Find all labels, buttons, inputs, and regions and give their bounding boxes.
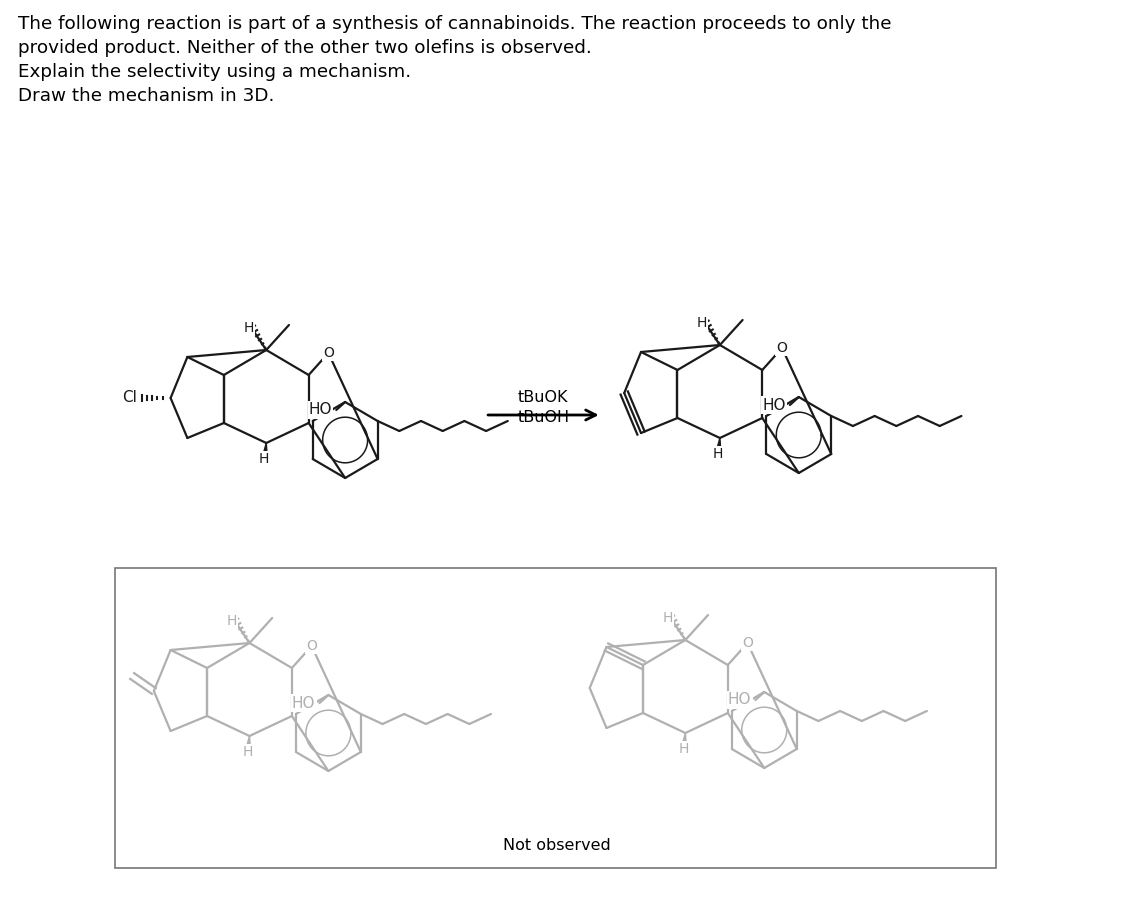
Text: HO: HO [763,397,786,413]
Polygon shape [244,736,251,756]
Text: The following reaction is part of a synthesis of cannabinoids. The reaction proc: The following reaction is part of a synt… [18,15,891,33]
Text: H: H [226,614,237,628]
Text: H: H [663,611,673,625]
Text: H: H [698,316,708,330]
Text: O: O [742,636,753,650]
Text: H: H [243,321,254,335]
Polygon shape [680,733,687,754]
Text: tBuOH: tBuOH [518,411,569,425]
Text: O: O [306,639,317,653]
Text: H: H [713,447,723,461]
Text: Not observed: Not observed [503,837,611,853]
Text: Cl: Cl [122,391,136,405]
Polygon shape [261,443,268,463]
Text: provided product. Neither of the other two olefins is observed.: provided product. Neither of the other t… [18,39,592,57]
Text: O: O [776,341,787,355]
Text: H: H [678,742,688,756]
FancyBboxPatch shape [116,568,996,868]
Text: H: H [242,745,253,759]
Text: H: H [259,452,270,466]
Text: Explain the selectivity using a mechanism.: Explain the selectivity using a mechanis… [18,63,411,81]
Text: HO: HO [308,403,332,417]
Text: O: O [323,346,334,360]
Polygon shape [714,438,721,458]
Text: HO: HO [292,696,315,710]
Text: Draw the mechanism in 3D.: Draw the mechanism in 3D. [18,87,274,105]
Text: HO: HO [728,693,752,707]
Text: tBuOK: tBuOK [519,389,568,405]
